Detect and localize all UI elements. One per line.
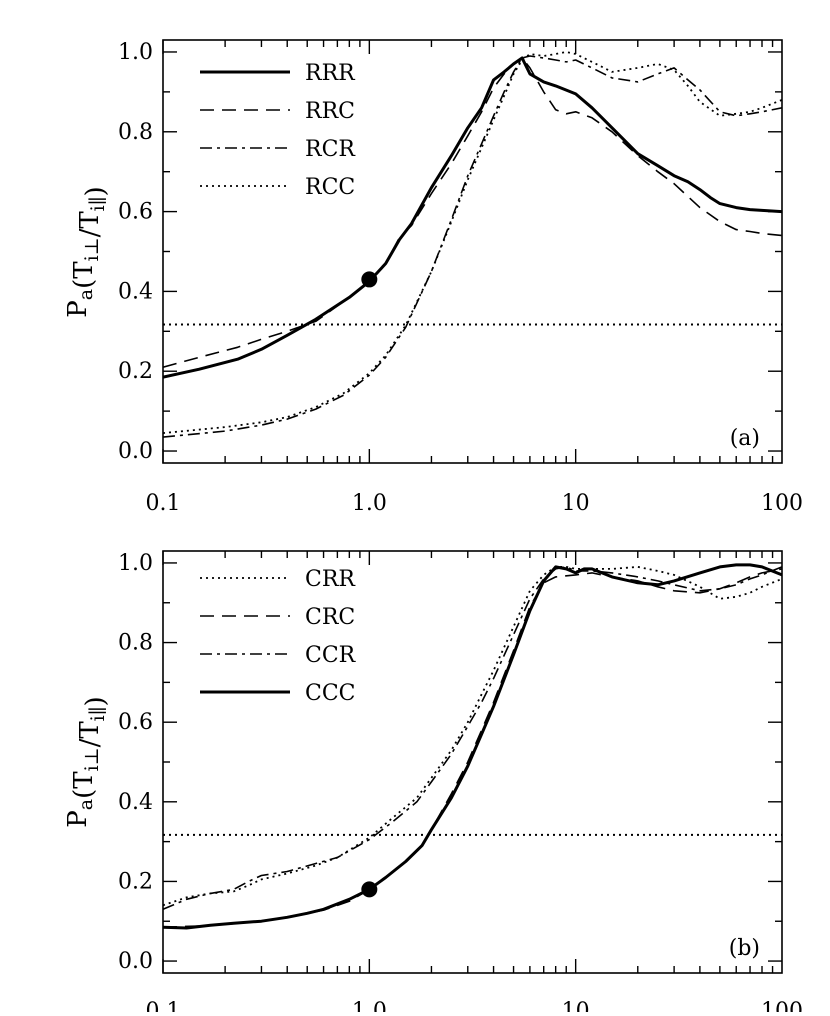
marker-point: [361, 271, 378, 288]
series-line-crr: [163, 566, 782, 907]
y-tick-label: 1.0: [118, 40, 153, 65]
plot-frame: [162, 39, 783, 464]
panel-a: 0.1 1.0 10 100 0.0 0.2 0.4 0.6 0.8 1.0 Pa(Ti⊥/Ti∥)…: [63, 39, 803, 516]
y-tick-label: 0.0: [118, 949, 153, 974]
y-tick-label: 0.8: [118, 631, 153, 656]
y-axis-label: Pa(Ti⊥/Ti∥): [63, 186, 111, 317]
series-line-crc: [163, 568, 782, 928]
x-tick-label: 0.1: [146, 491, 181, 516]
legend-label-rcr: RCR: [305, 137, 356, 162]
y-tick-label: 0.2: [118, 359, 153, 384]
x-tick-label: 10: [562, 999, 590, 1012]
x-tick-label: 10: [562, 491, 590, 516]
plot-frame: [162, 550, 783, 974]
legend-label-crc: CRC: [305, 605, 355, 630]
y-tick-label: 1.0: [118, 551, 153, 576]
x-tick-label: 1.0: [352, 999, 387, 1012]
series-line-rrr: [163, 56, 782, 379]
series-line-rcr: [163, 55, 782, 438]
legend-label-ccr: CCR: [305, 643, 357, 668]
series-line-rrc: [163, 57, 782, 368]
y-axis-label: Pa(Ti⊥/Ti∥): [63, 696, 111, 827]
panel-label: (a): [730, 426, 760, 451]
y-tick-label: 0.4: [118, 279, 153, 304]
y-tick-label: 0.2: [118, 869, 153, 894]
legend-label-rrc: RRC: [305, 99, 355, 124]
x-tick-label: 1.0: [352, 491, 387, 516]
y-tick-label: 0.6: [118, 200, 153, 225]
y-tick-label: 0.8: [118, 120, 153, 145]
series-line-ccc: [163, 563, 782, 930]
y-tick-label: 0.4: [118, 790, 153, 815]
legend-label-ccc: CCC: [305, 681, 356, 706]
y-tick-label: 0.6: [118, 710, 153, 735]
panel-label: (b): [729, 936, 760, 961]
x-tick-label: 100: [761, 491, 803, 516]
panel-b: 0.1 1.0 10 100 0.0 0.2 0.4 0.6 0.8 1.0 Pa(Ti⊥/Ti∥)…: [63, 550, 803, 1016]
x-tick-label: 100: [761, 999, 803, 1012]
x-tick-label: 0.1: [146, 999, 181, 1012]
y-tick-label: 0.0: [118, 439, 153, 464]
marker-point: [361, 881, 378, 898]
legend-label-rcc: RCC: [305, 175, 355, 200]
legend-label-rrr: RRR: [305, 61, 356, 86]
legend-label-crr: CRR: [305, 567, 356, 592]
series-line-ccr: [163, 566, 782, 911]
series-line-rcc: [163, 51, 782, 434]
